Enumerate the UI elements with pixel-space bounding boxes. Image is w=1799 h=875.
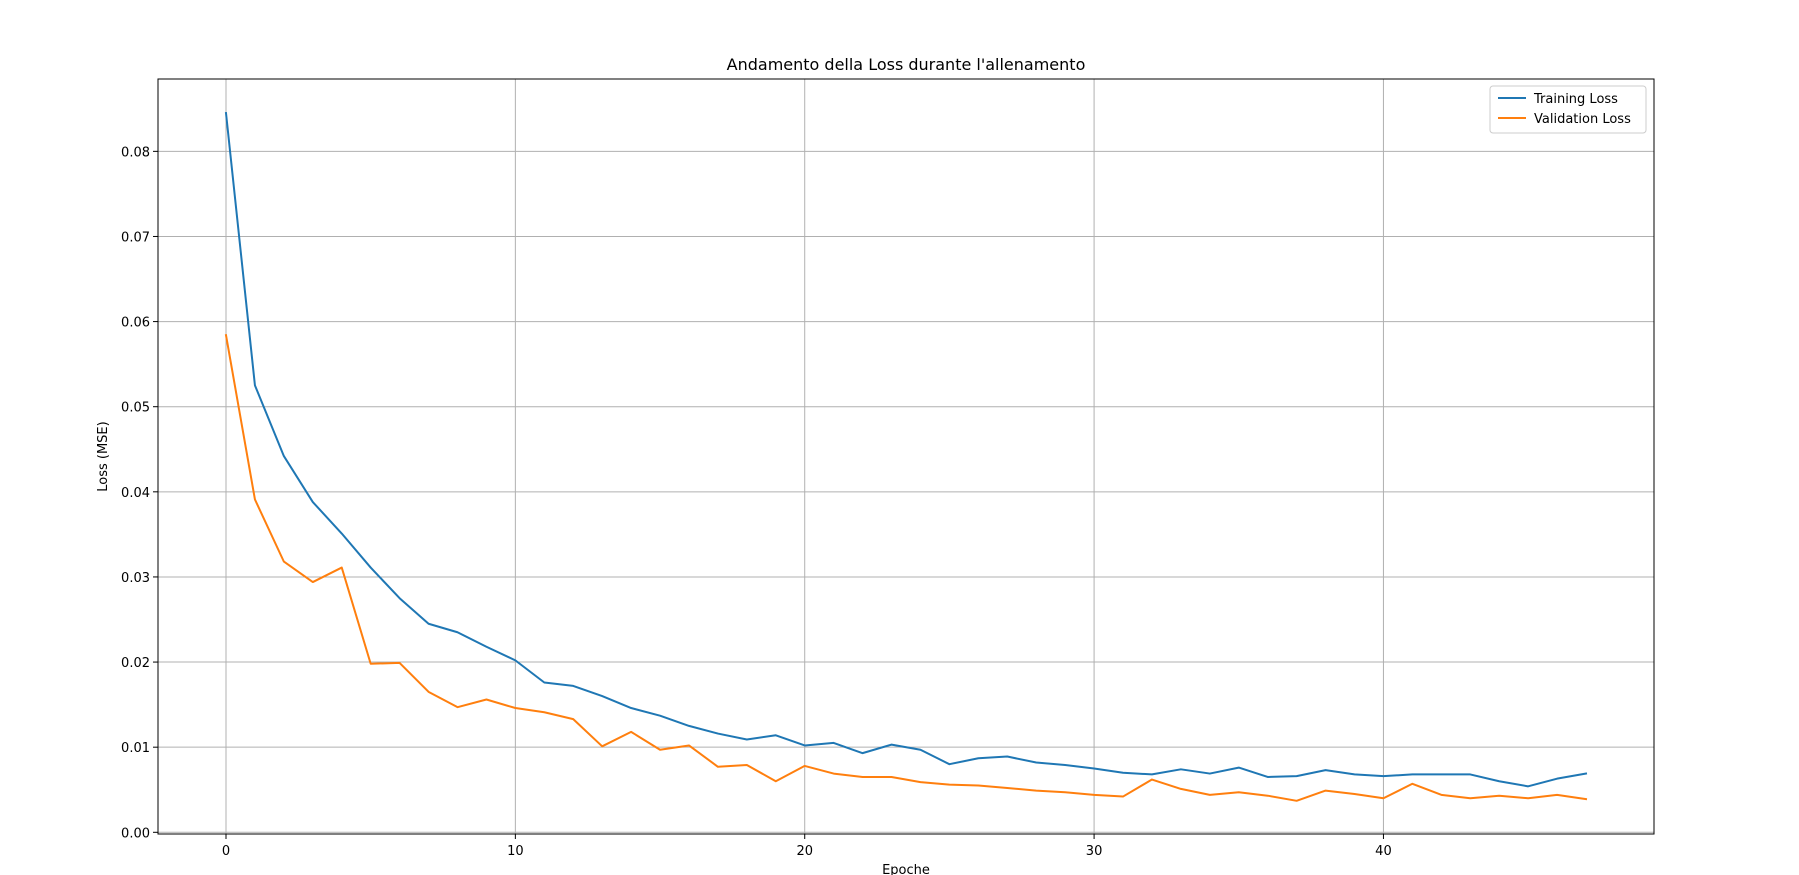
y-tick-label: 0.01 [121,741,150,756]
y-tick-label: 0.03 [121,571,150,586]
legend: Training Loss Validation Loss [1489,85,1647,134]
x-tick-label: 0 [222,844,230,859]
plot-frame [157,78,1655,835]
y-tick-label: 0.04 [121,486,150,501]
y-tick-label: 0.06 [121,316,150,331]
validation-loss-legend-label: Validation Loss [1534,112,1631,127]
y-axis-label: Loss (MSE) [96,421,111,491]
legend-box [1489,85,1647,134]
y-tick-label: 0.05 [121,401,150,416]
x-tick-label: 40 [1375,844,1392,859]
series-lines [224,111,1588,802]
y-tick-label: 0.02 [121,656,150,671]
y-tick-label: 0.00 [121,826,150,841]
x-axis-label: Epoche [882,863,930,875]
x-tick-label: 30 [1086,844,1103,859]
chart-title: Andamento della Loss durante l'allenamen… [727,55,1086,74]
y-axis-ticks: 0.00 0.01 0.02 0.03 0.04 0.05 0.06 0.07 0.08 [121,145,158,841]
grid [158,79,1654,834]
x-tick-label: 20 [796,844,813,859]
training-loss-legend-label: Training Loss [1533,92,1618,107]
training-loss-line [224,111,1588,788]
x-tick-label: 10 [507,844,524,859]
y-tick-label: 0.08 [121,145,150,160]
validation-loss-line [224,334,1588,802]
legend-entries: Training Loss Validation Loss [1498,92,1631,127]
y-tick-label: 0.07 [121,230,150,245]
x-axis-ticks: 0 10 20 30 40 [222,834,1392,859]
